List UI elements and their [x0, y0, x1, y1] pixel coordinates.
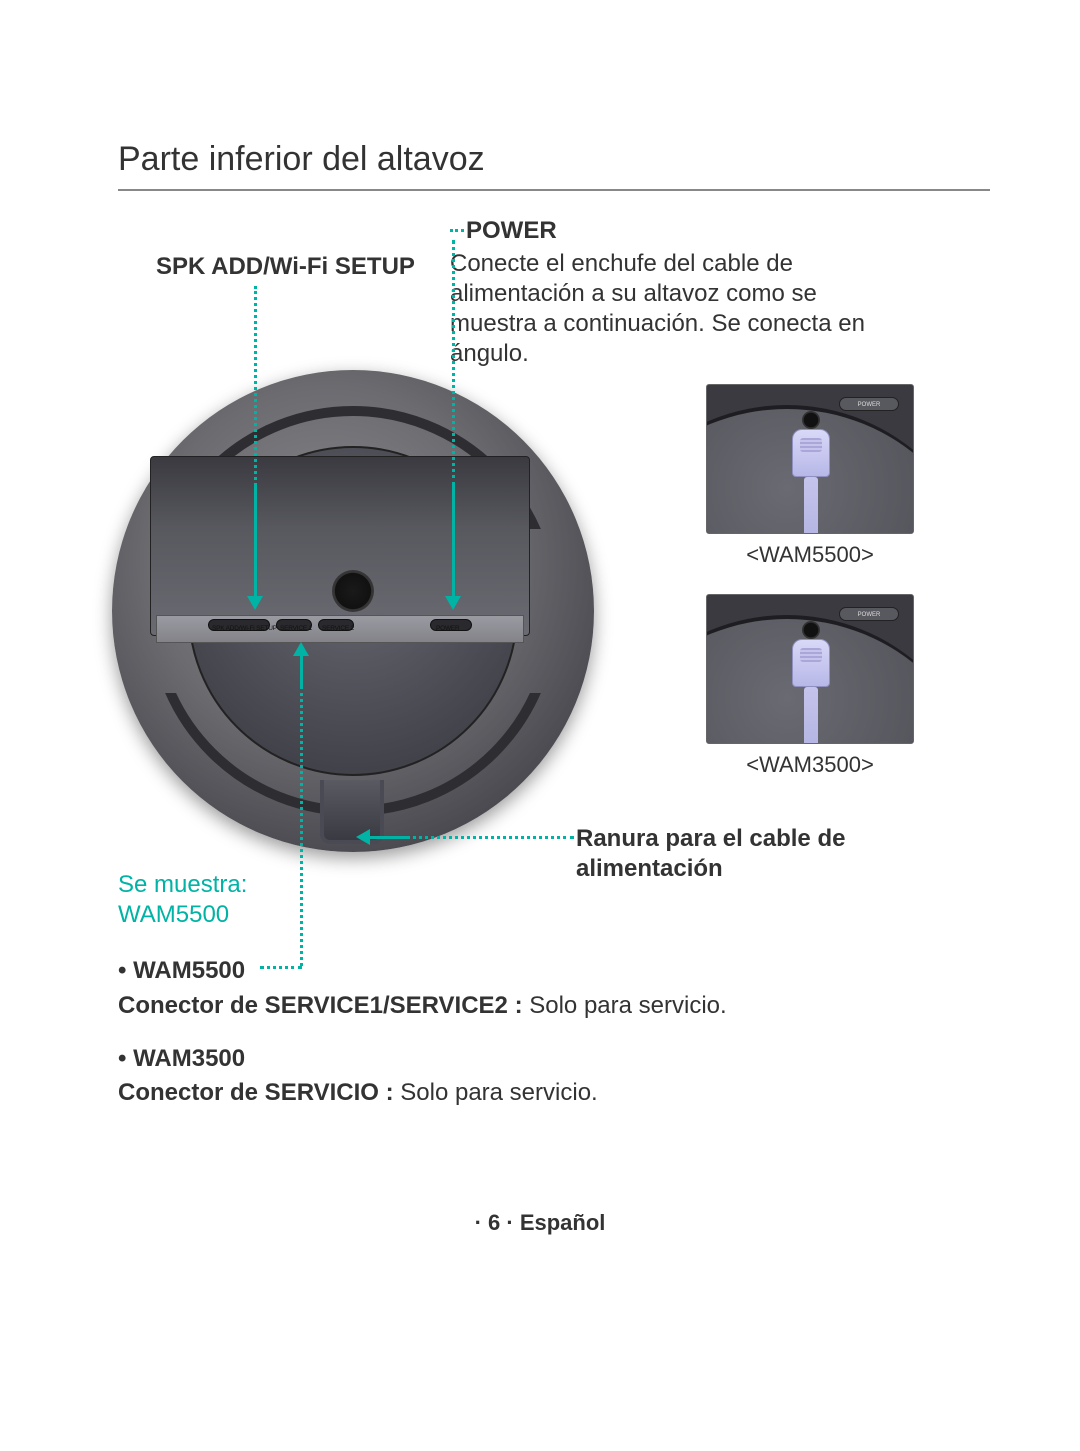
thumb2-cord — [804, 687, 818, 744]
page-footer: · 6 · Español — [0, 1210, 1080, 1236]
thumb-wam3500: POWER — [706, 594, 914, 744]
note1-note: Solo para servicio. — [523, 992, 727, 1019]
thumb1-cord — [804, 477, 818, 534]
thumb1-caption: <WAM5500> — [706, 542, 914, 568]
arrow-spk-head — [247, 596, 263, 610]
shown-label: Se muestra: — [118, 871, 247, 898]
arrow-power-head — [445, 596, 461, 610]
leader-service-v — [300, 686, 303, 966]
note1-connlabel: Conector de SERVICE1/SERVICE2 : — [118, 992, 523, 1019]
thumb-wam5500: POWER — [706, 384, 914, 534]
center-jack — [332, 570, 374, 612]
thumb1-jack — [802, 411, 820, 429]
note2-connlabel: Conector de SERVICIO : — [118, 1079, 394, 1106]
leader-spk-v — [254, 286, 257, 486]
leader-power-v — [452, 240, 455, 486]
manual-page: Parte inferior del altavoz SPK ADD/Wi-Fi… — [0, 0, 1080, 1451]
thumb1-mini-power: POWER — [839, 397, 899, 411]
label-power-title: POWER — [466, 217, 557, 245]
thumb2-mini-power: POWER — [839, 607, 899, 621]
port-text-spk: SPK ADD/Wi-Fi SETUP — [212, 615, 277, 643]
shown-caption: Se muestra: WAM5500 — [118, 870, 247, 930]
thumb1-cable — [787, 429, 835, 534]
label-power-desc: Conecte el enchufe del cable de alimenta… — [450, 249, 900, 369]
notes-list: • WAM5500 Conector de SERVICE1/SERVICE2 … — [118, 954, 958, 1129]
cable-notch — [320, 780, 384, 844]
note2-note: Solo para servicio. — [394, 1079, 598, 1106]
arrow-slot-stem — [370, 836, 406, 839]
leader-power-h — [450, 229, 464, 232]
slot-label: Ranura para el cable de alimentación — [576, 824, 896, 884]
note-item-2: • WAM3500 Conector de SERVICIO : Solo pa… — [118, 1042, 958, 1112]
port-text-power: POWER — [436, 615, 460, 643]
shown-model: WAM5500 — [118, 901, 229, 928]
port-text-svc2: SERVICE 2 — [322, 615, 354, 643]
thumb2-plug — [792, 639, 830, 687]
thumb1-plug — [792, 429, 830, 477]
label-spk-add: SPK ADD/Wi-Fi SETUP — [156, 253, 415, 281]
thumb2-cable — [787, 639, 835, 744]
section-title: Parte inferior del altavoz — [118, 140, 990, 191]
note1-model: WAM5500 — [133, 957, 245, 984]
arrow-spk-stem — [254, 486, 257, 596]
note-item-1: • WAM5500 Conector de SERVICE1/SERVICE2 … — [118, 954, 958, 1024]
note2-model: WAM3500 — [133, 1045, 245, 1072]
thumb2-caption: <WAM3500> — [706, 752, 914, 778]
arrow-service-head — [293, 642, 309, 656]
leader-slot-h — [406, 836, 574, 839]
thumb2-jack — [802, 621, 820, 639]
arrow-slot-head — [356, 829, 370, 845]
arrow-power-stem — [452, 486, 455, 596]
port-recess — [150, 456, 530, 636]
port-text-svc1: SERVICE 1 — [280, 615, 312, 643]
arrow-service-stem — [300, 656, 303, 686]
